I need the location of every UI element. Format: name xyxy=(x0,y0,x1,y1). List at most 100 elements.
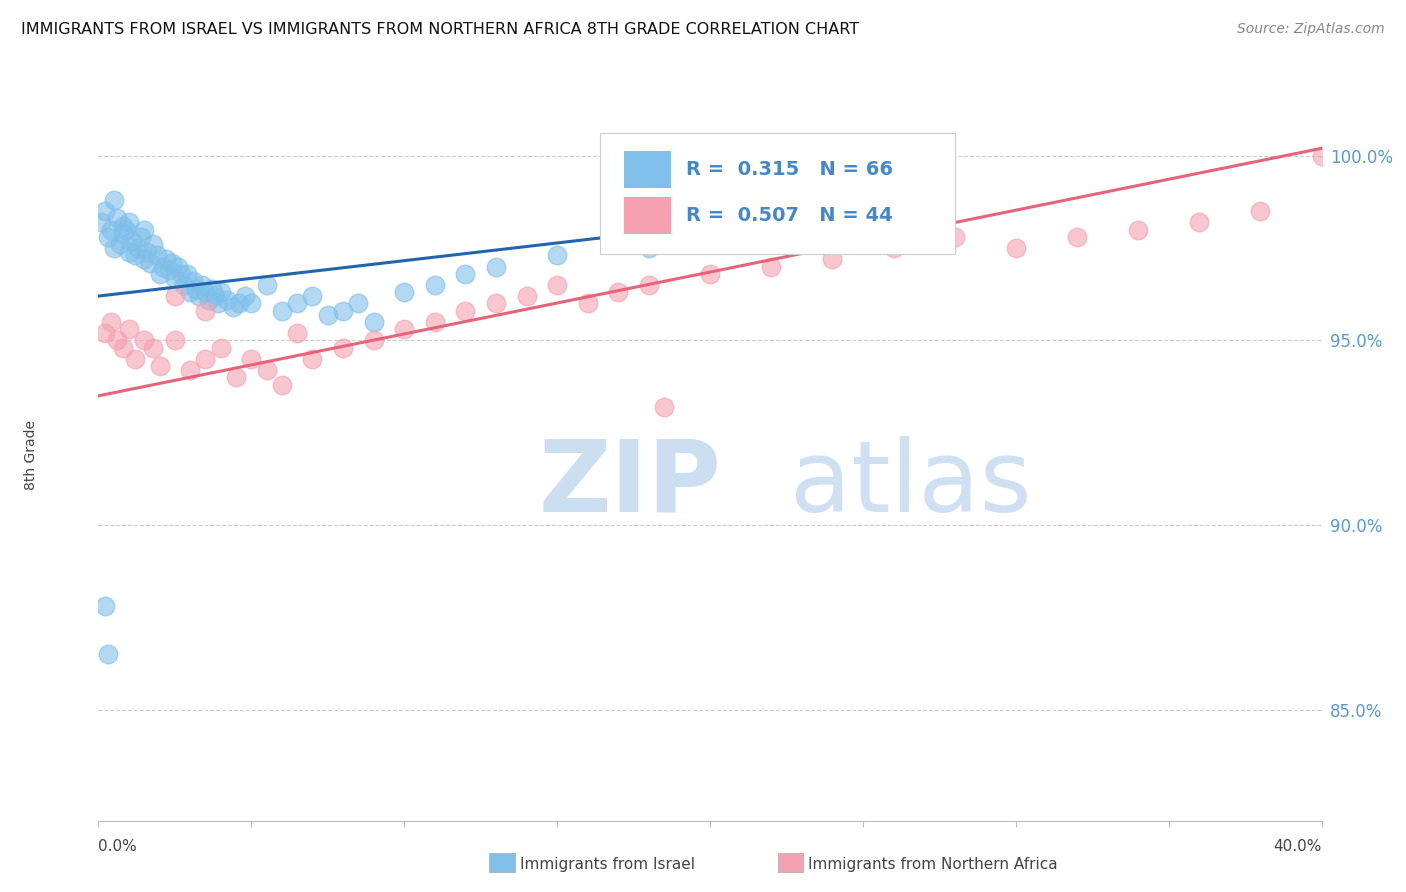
Point xyxy=(129,230,152,244)
Point xyxy=(423,315,446,329)
Point xyxy=(516,289,538,303)
Point xyxy=(285,326,308,340)
Point xyxy=(163,334,186,348)
Point xyxy=(225,370,247,384)
Point xyxy=(93,326,115,340)
Text: Source: ZipAtlas.com: Source: ZipAtlas.com xyxy=(1237,22,1385,37)
Text: atlas: atlas xyxy=(790,435,1031,533)
Point xyxy=(160,256,183,270)
Point xyxy=(1128,222,1150,236)
Point xyxy=(301,351,323,366)
Point xyxy=(607,285,630,300)
Point xyxy=(139,256,162,270)
Point xyxy=(392,322,416,336)
Text: Immigrants from Israel: Immigrants from Israel xyxy=(520,857,695,872)
Point xyxy=(149,267,172,281)
Point xyxy=(240,351,263,366)
Point xyxy=(118,215,141,229)
Point xyxy=(90,215,112,229)
Point xyxy=(1004,241,1026,255)
Point xyxy=(1310,149,1333,163)
Point xyxy=(93,204,115,219)
Point xyxy=(111,227,134,241)
Point xyxy=(347,296,370,310)
Point xyxy=(97,648,120,662)
Point xyxy=(108,237,131,252)
Point xyxy=(142,237,165,252)
Point xyxy=(194,285,217,300)
Point xyxy=(142,341,165,355)
Text: 8th Grade: 8th Grade xyxy=(24,420,38,490)
Point xyxy=(200,282,222,296)
Point xyxy=(191,277,214,292)
Text: IMMIGRANTS FROM ISRAEL VS IMMIGRANTS FROM NORTHERN AFRICA 8TH GRADE CORRELATION : IMMIGRANTS FROM ISRAEL VS IMMIGRANTS FRO… xyxy=(21,22,859,37)
Point xyxy=(1249,204,1271,219)
Point xyxy=(1066,230,1088,244)
Point xyxy=(546,277,568,292)
Text: Immigrants from Northern Africa: Immigrants from Northern Africa xyxy=(808,857,1059,872)
Point xyxy=(134,222,156,236)
Point xyxy=(176,267,198,281)
Text: ZIP: ZIP xyxy=(538,435,721,533)
Point xyxy=(943,230,966,244)
Text: 40.0%: 40.0% xyxy=(1274,839,1322,855)
Point xyxy=(97,230,120,244)
FancyBboxPatch shape xyxy=(624,152,671,188)
Bar xyxy=(489,853,515,872)
Point xyxy=(423,277,446,292)
Text: 0.0%: 0.0% xyxy=(98,839,138,855)
Text: R =  0.315   N = 66: R = 0.315 N = 66 xyxy=(686,161,893,179)
Point xyxy=(105,334,128,348)
Point xyxy=(105,211,128,226)
Point xyxy=(167,260,190,274)
Point xyxy=(115,222,138,236)
Point xyxy=(163,289,186,303)
Point xyxy=(100,315,122,329)
Point xyxy=(121,234,143,248)
Point xyxy=(134,252,156,267)
FancyBboxPatch shape xyxy=(624,197,671,234)
Point xyxy=(233,289,256,303)
Point xyxy=(103,241,125,255)
Point xyxy=(454,267,477,281)
Point xyxy=(207,296,229,310)
Point xyxy=(699,267,721,281)
Point xyxy=(136,244,159,259)
Point xyxy=(134,334,156,348)
Point xyxy=(256,277,278,292)
Point xyxy=(637,241,661,255)
Point xyxy=(173,277,195,292)
Point xyxy=(204,289,226,303)
Point xyxy=(163,270,186,285)
Point xyxy=(256,363,278,377)
Text: R =  0.507   N = 44: R = 0.507 N = 44 xyxy=(686,206,893,226)
Point xyxy=(124,248,146,262)
Point xyxy=(209,285,232,300)
Point xyxy=(197,293,219,307)
Point xyxy=(637,277,661,292)
Point xyxy=(194,303,217,318)
Point xyxy=(179,285,201,300)
FancyBboxPatch shape xyxy=(600,133,955,253)
Point xyxy=(111,341,134,355)
Point xyxy=(454,303,477,318)
Point xyxy=(363,334,385,348)
Point xyxy=(883,241,905,255)
Point xyxy=(821,252,844,267)
Point xyxy=(546,248,568,262)
Point xyxy=(392,285,416,300)
Point xyxy=(181,274,204,288)
Point xyxy=(103,193,125,207)
Point xyxy=(124,351,146,366)
Point xyxy=(93,599,115,614)
Point xyxy=(485,296,508,310)
Point xyxy=(118,322,141,336)
Point xyxy=(186,282,208,296)
Point xyxy=(157,263,180,277)
Point xyxy=(759,260,782,274)
Point xyxy=(285,296,308,310)
Point xyxy=(209,341,232,355)
Point xyxy=(332,341,354,355)
Point xyxy=(270,303,292,318)
Point xyxy=(316,308,339,322)
